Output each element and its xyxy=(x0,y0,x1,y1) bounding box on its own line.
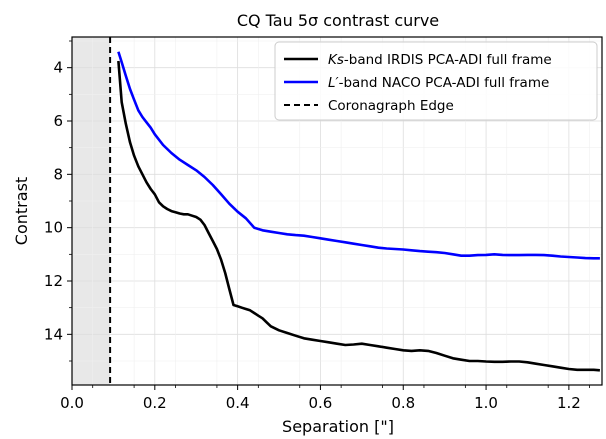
x-tick-label: 0.6 xyxy=(309,394,333,412)
legend: Ks-band IRDIS PCA-ADI full frame L′-band … xyxy=(274,41,598,121)
series-line-2 xyxy=(117,51,600,260)
plot-area xyxy=(71,36,603,386)
x-axis-label: Separation ["] xyxy=(282,417,394,436)
chart-title: CQ Tau 5σ contrast curve xyxy=(237,11,439,30)
y-tick-label: 6 xyxy=(53,112,63,130)
legend-box xyxy=(274,41,598,121)
legend-label-3: Coronagraph Edge xyxy=(328,98,454,114)
x-tick-label: 0.2 xyxy=(143,394,167,412)
plot-frame xyxy=(71,36,603,386)
y-tick-label: 14 xyxy=(44,325,63,343)
y-axis-label: Contrast xyxy=(12,177,31,245)
series-layer xyxy=(109,37,601,385)
series-line-1 xyxy=(117,60,601,372)
y-tick-label: 8 xyxy=(53,165,63,183)
x-tick-label: 1.2 xyxy=(557,394,581,412)
x-tick-label: 1.0 xyxy=(474,394,498,412)
x-axis: 0.0 0.2 0.4 0.6 0.8 1.0 1.2 xyxy=(60,385,590,412)
y-tick-label: 10 xyxy=(44,219,63,237)
x-tick-label: 0.0 xyxy=(60,394,84,412)
legend-label-2: L′-band NACO PCA-ADI full frame xyxy=(328,75,549,91)
y-axis: 4 6 8 10 12 14 xyxy=(44,40,72,362)
legend-label-1: Ks-band IRDIS PCA-ADI full frame xyxy=(328,52,552,68)
y-tick-label: 4 xyxy=(53,59,63,77)
x-tick-label: 0.4 xyxy=(226,394,250,412)
coronagraph-shaded-region xyxy=(72,37,111,385)
x-tick-label: 0.8 xyxy=(391,394,415,412)
y-tick-label: 12 xyxy=(44,272,63,290)
